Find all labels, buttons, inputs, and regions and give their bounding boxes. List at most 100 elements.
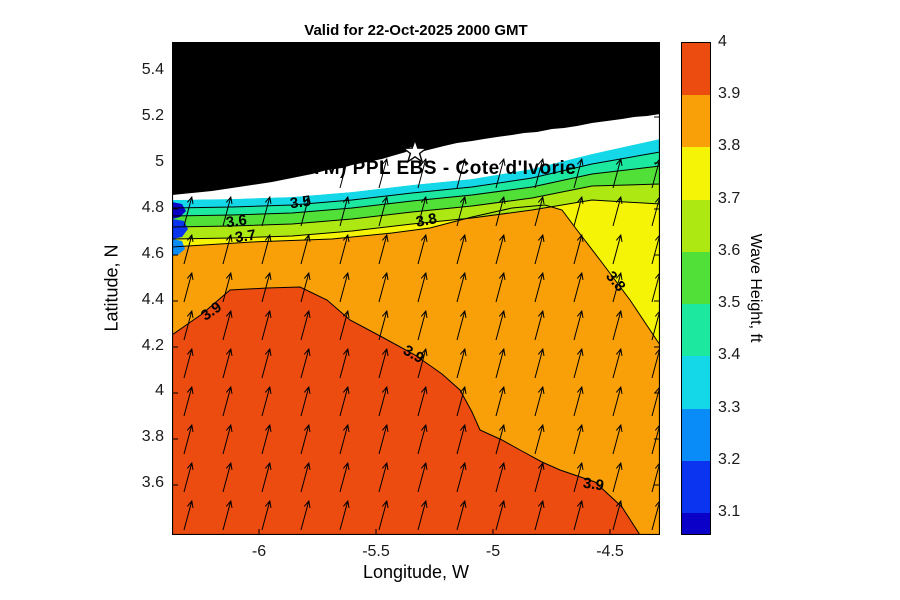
x-axis-label: Longitude, W [362,562,470,582]
map-plot-area: (ONHYM) PPL EBS - Cote d'Ivorie 3.6 3.7 … [172,42,660,535]
figure-title: Valid for 22-Oct-2025 2000 GMT [304,22,528,39]
contour-band-3.4 [172,139,660,208]
y-tick-label: 5.4 [141,61,164,78]
wave-direction-arrow [378,461,389,493]
wave-direction-arrow [261,195,272,227]
colorbar-tick-label: 4 [718,33,727,50]
contour-line-3.8 [172,204,660,346]
wave-direction-arrow [495,461,506,493]
contour-map-svg [172,42,660,535]
wave-direction-arrow [534,195,545,227]
wave-direction-arrow [300,195,311,227]
wave-direction-arrow [222,499,233,531]
region-annotation-label: (ONHYM) PPL EBS - Cote d'Ivorie [260,158,577,179]
wave-direction-arrow [339,423,350,455]
colorbar-segment [682,95,710,148]
wave-direction-arrow [612,499,623,531]
wave-direction-arrow [300,499,311,531]
wave-direction-arrow [417,233,428,265]
wave-direction-arrow [612,347,623,379]
wave-direction-arrow [261,385,272,417]
y-tick-label: 5.2 [141,107,164,124]
wave-direction-arrow [534,347,545,379]
wave-direction-arrow [456,157,467,189]
land-mask [172,42,660,195]
wave-direction-arrow [183,499,194,531]
wave-direction-arrow [495,309,506,341]
colorbar-tick-label: 3.1 [718,503,741,521]
wave-direction-arrow [378,157,389,189]
y-tick-label: 5 [155,153,164,170]
wave-direction-arrow [300,233,311,265]
wave-direction-arrow [495,499,506,531]
wave-direction-arrow [573,233,584,265]
wave-direction-arrow [339,347,350,379]
wave-direction-arrow [222,271,233,303]
colorbar-tick-label: 3.7 [718,189,741,207]
contour-band-4.0 [172,287,640,535]
colorbar-segment [682,408,710,461]
wave-direction-arrow [495,233,506,265]
wave-direction-arrow [573,195,584,227]
axis-tick-marks [172,42,660,535]
plot-border-box [172,42,660,535]
colorbar-axis-label: Wave Height, ft [747,233,764,343]
contour-label: 3.5 [288,192,312,213]
wave-direction-arrow [573,499,584,531]
wave-direction-arrow [261,461,272,493]
contour-line [172,199,660,240]
wave-direction-arrow [573,423,584,455]
x-tick-label: -5 [485,543,501,560]
wave-direction-arrow [534,157,545,189]
wave-direction-arrow [612,233,623,265]
wave-direction-arrow [300,385,311,417]
wave-direction-arrow [495,271,506,303]
wave-direction-arrow [339,309,350,341]
wave-direction-arrow [300,347,311,379]
wave-direction-arrow [222,347,233,379]
wave-direction-arrow [534,499,545,531]
wave-direction-arrow [456,461,467,493]
wave-direction-arrow [261,233,272,265]
wave-direction-arrow [339,271,350,303]
wave-direction-arrow [261,423,272,455]
wave-direction-arrow [417,195,428,227]
wave-direction-arrow [378,347,389,379]
wave-direction-arrow [183,385,194,417]
wave-direction-arrow [222,385,233,417]
wave-direction-arrow [183,195,194,227]
wave-direction-arrow [261,309,272,341]
wave-direction-arrow [456,385,467,417]
wave-direction-arrow [417,347,428,379]
wave-direction-arrow [495,347,506,379]
contour-line [172,183,660,228]
x-tick-label: -4.5 [596,543,624,560]
wave-direction-arrow [534,233,545,265]
wave-direction-arrow [261,499,272,531]
wave-direction-arrow [534,385,545,417]
wave-direction-arrow [456,271,467,303]
colorbar-tick-label: 3.6 [718,241,741,259]
wave-direction-arrow [495,385,506,417]
x-tick-label: -6 [251,543,267,560]
wave-direction-arrow [339,385,350,417]
wave-direction-arrow [339,499,350,531]
wave-direction-arrow [222,461,233,493]
wave-direction-arrow [339,233,350,265]
wave-direction-arrow [573,347,584,379]
wave-direction-arrow [300,423,311,455]
wave-direction-arrow [339,195,350,227]
colorbar-segment [682,356,710,409]
wave-direction-arrow [456,499,467,531]
wave-direction-arrow [573,385,584,417]
colorbar-segment [682,304,710,357]
wave-direction-arrow [300,461,311,493]
wave-direction-arrow [222,195,233,227]
wave-direction-arrow [417,309,428,341]
y-tick-label: 3.6 [141,474,164,491]
colorbar [681,42,711,535]
wave-direction-arrow [183,347,194,379]
wave-direction-arrow [300,309,311,341]
wave-direction-arrow [534,423,545,455]
